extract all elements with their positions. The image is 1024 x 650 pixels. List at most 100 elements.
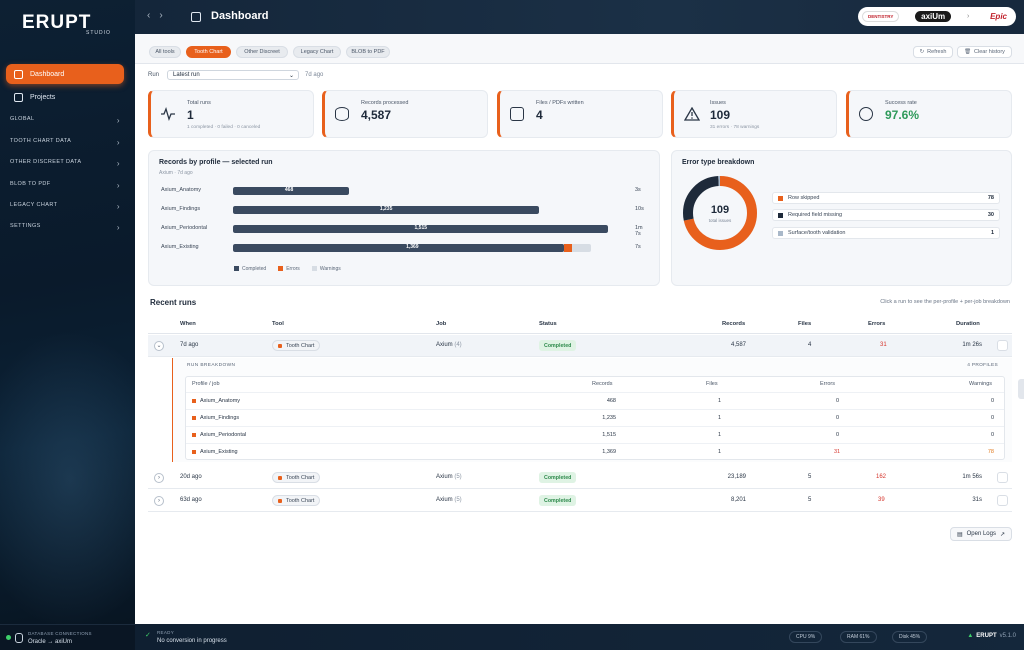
table-row[interactable]: ⌄ 7d ago Tooth Chart Axium (4) Completed… [148,335,1012,357]
table-row[interactable]: › 63d ago Tooth Chart Axium (5) Complete… [148,490,1012,512]
table-row[interactable]: › 20d ago Tooth Chart Axium (5) Complete… [148,467,1012,489]
app-logo: ERUPT [22,12,92,33]
sidebar-section-settings[interactable]: SETTINGS › [10,223,120,232]
kpi-value: 4 [536,108,543,122]
warning-icon [683,106,701,121]
legend-completed: Completed [234,266,266,272]
bar-label: Axium_Existing [161,244,199,250]
cell-when: 7d ago [180,342,199,348]
brand-dentistry: DENTISTRY [862,11,900,22]
app-brand: ▲ ERUPT v5.1.0 [967,633,1016,639]
recent-runs-hint: Click a run to see the per-profile + per… [880,299,1010,305]
chevron-down-icon: ⌄ [288,72,295,79]
kpi-label: Records processed [361,100,409,106]
status-badge: Completed [539,472,577,483]
cell-records: 4,587 [730,342,746,348]
refresh-button[interactable]: ↻ Refresh [913,46,953,58]
table-header: When Tool Job Status Records Files Error… [148,314,1012,334]
status-label: READY [157,630,175,635]
tab-legacy-chart[interactable]: Legacy Chart [293,46,341,58]
cell-records: 23,189 [727,474,746,480]
bd-col-files: Files [706,381,718,387]
status-badge: Completed [539,495,577,506]
section-label: TOOTH CHART DATA [10,138,72,144]
refresh-label: Refresh [927,49,947,55]
bar-value-label: 1,515 [414,225,428,231]
sidebar-item-projects[interactable]: Projects [6,87,124,107]
collapse-icon[interactable]: ⌄ [154,341,164,351]
expand-icon[interactable]: › [154,473,164,483]
bar-errors [564,244,572,252]
tab-other-discreet[interactable]: Other Discreet [236,46,288,58]
sidebar-section-legacy-chart[interactable]: LEGACY CHART › [10,202,120,211]
arrow-icon: › [966,13,970,20]
clear-history-button[interactable]: 🗑 Clear history [957,46,1012,58]
tool-badge: Tooth Chart [272,340,321,351]
db-label: DATABASE CONNECTIONS [28,631,92,636]
database-connections[interactable]: DATABASE CONNECTIONS Oracle → axiUm [0,624,135,650]
cell-job: Axium (5) [436,497,462,503]
bar-track: 468 [233,187,349,195]
kpi-label: Total runs [187,100,211,106]
legend-errors: Errors [278,266,300,272]
section-label: LEGACY CHART [10,202,58,208]
run-select[interactable]: Latest run ⌄ [167,70,300,80]
bar-completed [233,244,565,252]
sidebar-section-blob-to-pdf[interactable]: BLOB TO PDF › [10,181,120,190]
section-label: SETTINGS [10,223,41,229]
legend-warnings: Warnings [311,266,341,272]
delete-run-button[interactable] [997,495,1008,506]
kpi-label: Issues [710,100,726,106]
sidebar: ERUPT STUDIO Dashboard Projects GLOBAL ›… [0,0,135,624]
tool-filter-bar: All tools Tooth Chart Other Discreet Leg… [135,34,1024,64]
bar-duration: 10s [635,206,644,212]
sidebar-section-other-discreet-data[interactable]: OTHER DISCREET DATA › [10,159,120,168]
open-logs-button[interactable]: ▤ Open Logs ↗ [949,527,1012,541]
tab-tooth-chart[interactable]: Tooth Chart [186,46,231,58]
kpi-value: 109 [710,108,731,122]
expand-icon[interactable]: › [154,496,164,506]
breakdown-table: Profile / job Records Files Errors Warni… [185,376,1005,460]
refresh-icon: ↻ [919,49,925,55]
chevron-right-icon: › [116,116,120,125]
col-status: Status [539,321,557,327]
panel-collapse-handle[interactable] [1018,379,1024,399]
cell-files: 5 [808,474,812,480]
brand-epic: Epic [985,10,1012,23]
run-selector-row: Run Latest run ⌄ 7d ago [148,70,323,80]
bar-value-label: 468 [284,187,294,193]
tab-blob-to-pdf[interactable]: BLOB to PDF [346,46,390,58]
cell-errors: 162 [876,474,887,480]
history-nav: ‹› [147,10,172,21]
forward-arrow-icon[interactable]: › [159,10,172,21]
breakdown-row: Axium_Anatomy 468 1 0 0 [186,392,1004,408]
card-subtitle: Axium · 7d ago [159,170,193,176]
donut-total-label: total issues [708,218,732,223]
chevron-right-icon: › [116,159,120,168]
bd-col-warnings: Warnings [969,381,993,387]
chevron-right-icon: › [116,138,120,147]
back-arrow-icon[interactable]: ‹ [147,10,160,21]
delete-run-button[interactable] [997,472,1008,483]
bar-completed [233,206,539,214]
kpi-label: Success rate [885,100,917,106]
bar-label: Axium_Findings [161,206,201,212]
tab-all-tools[interactable]: All tools [149,46,181,58]
kpi-sub: 31 errors · 78 warnings [710,125,760,130]
sidebar-section-tooth-chart-data[interactable]: TOOTH CHART DATA › [10,138,120,147]
check-circle-icon [859,107,873,121]
col-records: Records [722,321,746,327]
db-value: Oracle → axiUm [28,639,73,645]
database-icon [15,633,23,643]
brand-triangle-icon: ▲ [967,633,974,639]
kpi-label: Files / PDFs written [536,100,584,106]
kpi-value: 97.6% [885,108,920,122]
sidebar-section-global[interactable]: GLOBAL › [10,116,120,125]
bar-label: Axium_Anatomy [161,187,202,193]
sidebar-item-dashboard[interactable]: Dashboard [6,64,124,84]
error-type-row: Required field missing 30 [772,209,1000,221]
status-value: No conversion in progress [157,638,227,644]
delete-run-button[interactable] [997,340,1008,351]
bar-value-label: 1,235 [379,206,393,212]
run-breakdown: RUN BREAKDOWN 4 PROFILES Profile / job R… [172,358,1012,462]
